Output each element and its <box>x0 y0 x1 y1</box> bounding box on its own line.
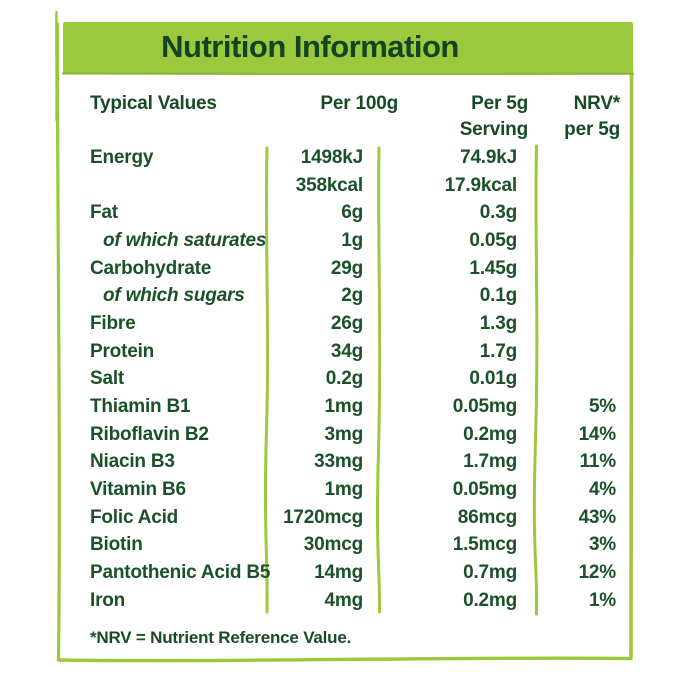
table-row: Iron 4mg 0.2mg 1% <box>60 587 633 615</box>
table-row: Energy 1498kJ 74.9kJ <box>60 144 633 172</box>
per-100g-value: 33mg <box>314 451 363 473</box>
nutrient-label: Riboflavin B2 <box>90 423 209 445</box>
per-5g-value: 0.05mg <box>452 396 517 418</box>
nutrient-label: Energy <box>90 146 154 168</box>
column-header-per-5g-serving: Per 5g Serving <box>380 91 528 143</box>
per-100g-value: 2g <box>341 285 363 307</box>
nrv-value: 11% <box>579 451 617 473</box>
per-100g-value: 1mg <box>324 479 364 501</box>
table-row: Folic Acid 1720mcg 86mcg 43% <box>60 504 633 532</box>
column-divider <box>532 144 539 616</box>
table-row: of which sugars 2g 0.1g <box>60 282 633 310</box>
nutrient-label: Carbohydrate <box>90 257 212 279</box>
nutrient-label: Vitamin B6 <box>90 479 186 501</box>
column-header-line: NRV* <box>573 93 621 114</box>
per-100g-value: 4mg <box>324 589 364 611</box>
table-row: of which saturates 1g 0.05g <box>60 227 633 255</box>
table-row: Carbohydrate 29g 1.45g <box>60 255 633 283</box>
table-row: 358kcal 17.9kcal <box>60 172 633 200</box>
band-bottom-edge <box>62 72 634 75</box>
table-row: Biotin 30mcg 1.5mcg 3% <box>60 532 633 560</box>
nutrient-label: Folic Acid <box>90 506 179 528</box>
per-100g-value: 0.2g <box>325 368 363 390</box>
per-5g-value: 1.45g <box>469 257 517 279</box>
column-divider <box>375 146 382 614</box>
per-100g-value: 30mcg <box>303 534 363 556</box>
per-100g-value: 3mg <box>324 423 364 445</box>
per-5g-value: 0.1g <box>479 285 517 307</box>
nrv-value: 5% <box>588 396 616 418</box>
per-5g-value: 1.7mg <box>463 451 517 473</box>
per-5g-value: 0.2mg <box>463 423 517 445</box>
nrv-value: 12% <box>578 562 617 584</box>
nutrient-label: of which saturates <box>103 229 267 251</box>
per-5g-value: 17.9kcal <box>444 174 518 196</box>
table-row: Riboflavin B2 3mg 0.2mg 14% <box>60 421 633 449</box>
nutrient-label: Niacin B3 <box>90 451 175 473</box>
per-100g-value: 1g <box>341 229 363 251</box>
per-5g-value: 0.2mg <box>463 589 517 611</box>
per-5g-value: 1.5mcg <box>452 534 517 556</box>
table-row: Thiamin B1 1mg 0.05mg 5% <box>60 393 633 421</box>
per-100g-value: 26g <box>330 312 363 334</box>
footnote: *NRV = Nutrient Reference Value. <box>90 628 352 647</box>
nutrient-label: Pantothenic Acid B5 <box>90 562 271 584</box>
nrv-value: 14% <box>578 423 617 445</box>
per-5g-value: 0.05mg <box>452 479 517 501</box>
nutrient-label: Protein <box>90 340 155 362</box>
table-row: Fat 6g 0.3g <box>60 199 633 227</box>
per-5g-value: 74.9kJ <box>460 146 517 168</box>
per-100g-value: 29g <box>330 257 363 279</box>
table-row: Salt 0.2g 0.01g <box>60 366 633 394</box>
nutrient-label: Fibre <box>90 312 136 334</box>
per-5g-value: 86mcg <box>457 506 517 528</box>
per-100g-value: 1498kJ <box>300 146 363 168</box>
nutrient-label: Biotin <box>90 534 143 556</box>
header-band <box>63 22 633 74</box>
nutrient-label: Salt <box>90 368 125 390</box>
per-5g-value: 1.7g <box>479 340 517 362</box>
card-bottom-border <box>56 656 633 663</box>
per-5g-value: 0.05g <box>469 229 517 251</box>
column-divider <box>263 146 270 614</box>
table-row: Pantothenic Acid B5 14mg 0.7mg 12% <box>60 559 633 587</box>
column-header-typical-values: Typical Values <box>90 93 217 114</box>
per-100g-value: 34g <box>330 340 363 362</box>
table-body: Energy 1498kJ 74.9kJ 358kcal 17.9kcal Fa… <box>60 144 633 615</box>
table-row: Niacin B3 33mg 1.7mg 11% <box>60 449 633 477</box>
table-row: Vitamin B6 1mg 0.05mg 4% <box>60 476 633 504</box>
per-100g-value: 1mg <box>324 396 364 418</box>
per-5g-value: 1.3g <box>479 312 517 334</box>
per-5g-value: 0.01g <box>469 368 517 390</box>
table-row: Fibre 26g 1.3g <box>60 310 633 338</box>
column-header-line: Per 5g <box>471 93 528 114</box>
per-100g-value: 6g <box>341 202 363 224</box>
column-header-line: Serving <box>459 119 528 140</box>
per-5g-value: 0.3g <box>479 202 517 224</box>
column-header-per-100g: Per 100g <box>320 93 398 114</box>
nutrient-label: of which sugars <box>103 285 245 307</box>
table-row: Protein 34g 1.7g <box>60 338 633 366</box>
nrv-value: 43% <box>578 506 617 528</box>
column-header-nrv: NRV* per 5g <box>540 91 620 143</box>
per-100g-value: 14mg <box>314 562 363 584</box>
card-right-border <box>628 71 634 660</box>
per-100g-value: 358kcal <box>295 174 363 196</box>
nrv-value: 3% <box>588 534 616 556</box>
per-5g-value: 0.7mg <box>463 562 517 584</box>
card-left-border <box>55 22 61 661</box>
column-header-line: per 5g <box>564 119 620 140</box>
page-title: Nutrition Information <box>161 29 459 64</box>
per-100g-value: 1720mcg <box>283 506 363 528</box>
nrv-value: 1% <box>588 589 616 611</box>
nutrient-label: Iron <box>90 589 126 611</box>
nutrient-label: Fat <box>90 202 118 224</box>
nrv-value: 4% <box>588 479 616 501</box>
nutrient-label: Thiamin B1 <box>90 396 191 418</box>
